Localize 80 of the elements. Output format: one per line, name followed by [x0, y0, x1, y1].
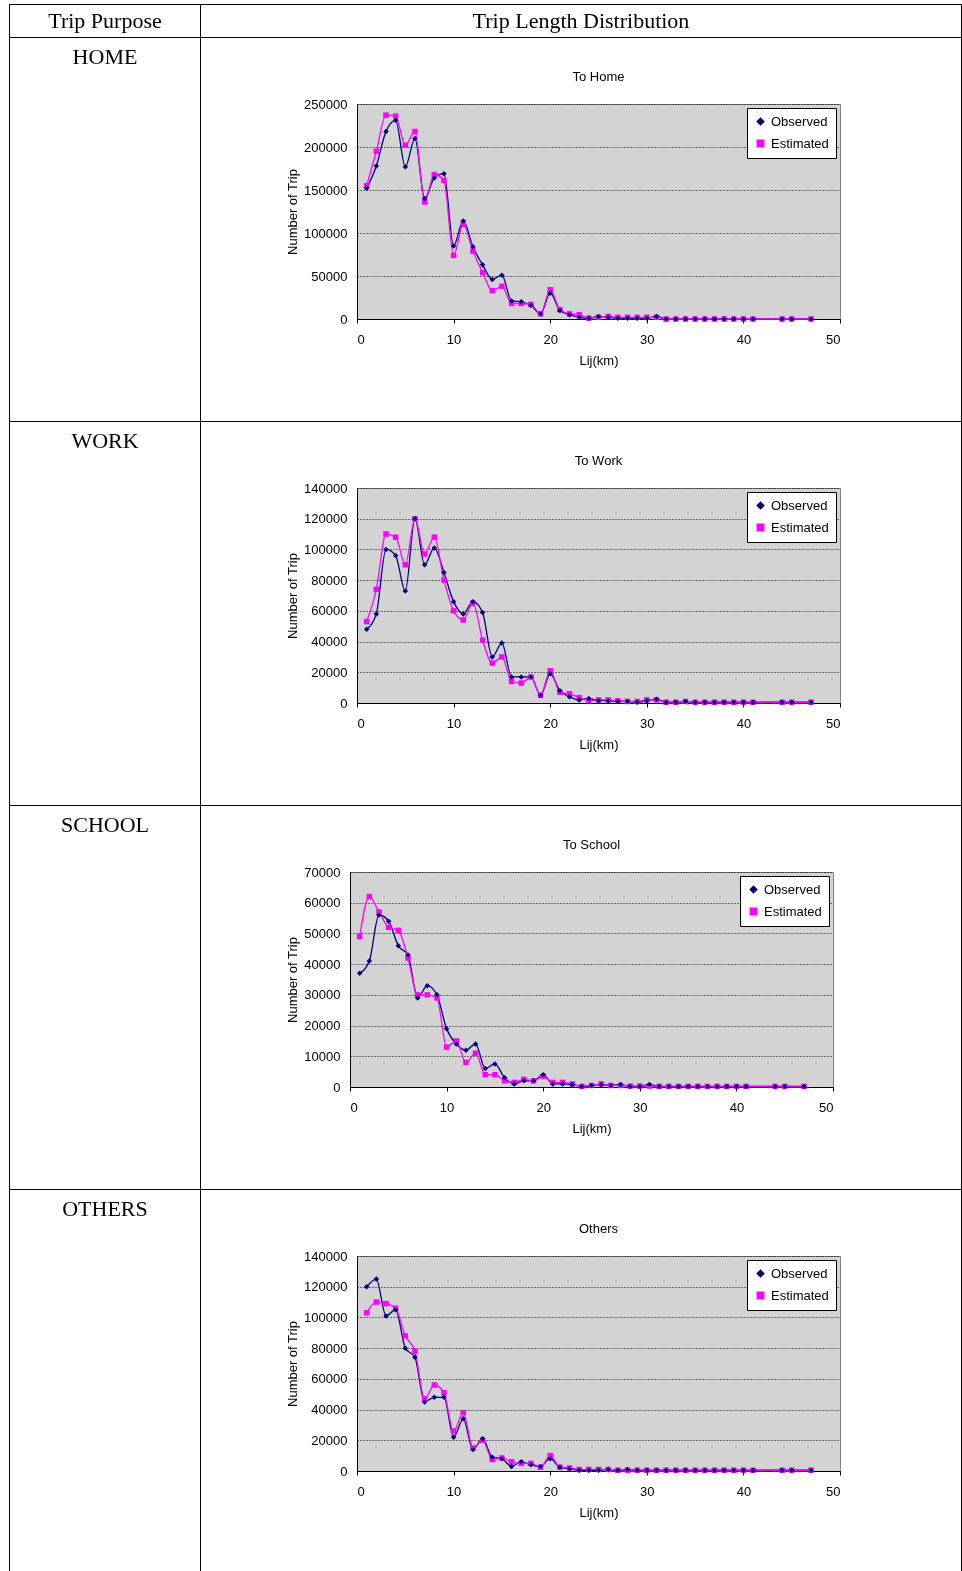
x-tick-label: 10 [446, 331, 462, 347]
y-tick-label: 150000 [304, 182, 348, 198]
y-tick-label: 20000 [311, 664, 348, 680]
chart-title: Others [578, 1221, 619, 1236]
x-tick-label: 40 [729, 1099, 745, 1115]
x-tick-label: 20 [543, 1483, 558, 1499]
y-tick-label: 60000 [311, 603, 348, 619]
y-tick-label: 0 [340, 1463, 348, 1479]
y-tick-label: 250000 [304, 96, 348, 112]
x-tick-label: 0 [350, 1099, 358, 1115]
y-tick-label: 70000 [304, 864, 341, 880]
text: Trip Length Distribution [200, 4, 962, 38]
y-tick-label: 40000 [304, 956, 341, 972]
x-tick-label: 50 [826, 715, 841, 731]
text: Trip Purpose [9, 4, 201, 38]
x-tick-label: 50 [826, 331, 841, 347]
y-tick-label: 0 [340, 695, 348, 711]
chart-title: To School [562, 837, 621, 852]
text: SCHOOL [9, 805, 201, 1190]
y-tick-label: 140000 [304, 480, 348, 496]
x-tick-label: 30 [640, 331, 655, 347]
x-axis-title: Lij(km) [572, 1120, 612, 1136]
x-tick-label: 30 [640, 1483, 655, 1499]
x-tick-label: 20 [543, 331, 558, 347]
x-tick-label: 0 [357, 331, 365, 347]
x-tick-label: 40 [736, 1483, 752, 1499]
text: OTHERS [9, 1189, 201, 1571]
legend-label: Observed [764, 881, 821, 897]
y-tick-label: 50000 [304, 925, 341, 941]
y-axis-title: Number of Trip [285, 937, 301, 1023]
x-tick-label: 0 [357, 715, 365, 731]
x-tick-label: 10 [446, 715, 462, 731]
y-tick-label: 100000 [304, 1309, 348, 1325]
y-tick-label: 140000 [304, 1248, 348, 1264]
y-tick-label: 10000 [304, 1048, 341, 1064]
y-tick-label: 20000 [311, 1432, 348, 1448]
x-axis-title: Lij(km) [579, 736, 619, 752]
legend-label: Estimated [771, 519, 829, 535]
y-tick-label: 120000 [304, 511, 348, 527]
legend-label: Observed [771, 113, 828, 129]
y-axis-title: Number of Trip [285, 169, 301, 255]
x-axis-title: Lij(km) [579, 352, 619, 368]
x-tick-label: 10 [446, 1483, 462, 1499]
x-tick-label: 40 [736, 715, 752, 731]
x-tick-label: 30 [640, 715, 655, 731]
y-tick-label: 80000 [311, 1340, 348, 1356]
y-axis-title: Number of Trip [285, 553, 301, 639]
y-tick-label: 60000 [311, 1371, 348, 1387]
y-tick-label: 40000 [311, 634, 348, 650]
chart-title: To Home [572, 69, 625, 84]
x-tick-label: 10 [439, 1099, 455, 1115]
x-tick-label: 40 [736, 331, 752, 347]
x-tick-label: 50 [819, 1099, 834, 1115]
legend-label: Observed [771, 497, 828, 513]
legend-label: Estimated [764, 903, 822, 919]
chart-title: To Work [574, 453, 623, 468]
y-tick-label: 0 [340, 311, 348, 327]
legend-label: Observed [771, 1265, 828, 1281]
legend-label: Estimated [771, 135, 829, 151]
y-tick-label: 20000 [304, 1018, 341, 1034]
x-tick-label: 50 [826, 1483, 841, 1499]
y-axis-title: Number of Trip [285, 1321, 301, 1407]
text: HOME [9, 37, 201, 422]
y-tick-label: 200000 [304, 139, 348, 155]
y-tick-label: 60000 [304, 895, 341, 911]
legend-label: Estimated [771, 1287, 829, 1303]
y-tick-label: 80000 [311, 572, 348, 588]
x-tick-label: 0 [357, 1483, 365, 1499]
x-axis-title: Lij(km) [579, 1504, 619, 1520]
y-tick-label: 120000 [304, 1279, 348, 1295]
y-tick-label: 40000 [311, 1402, 348, 1418]
text: WORK [9, 421, 201, 806]
y-tick-label: 100000 [304, 541, 348, 557]
x-tick-label: 30 [633, 1099, 648, 1115]
y-tick-label: 0 [333, 1079, 341, 1095]
y-tick-label: 30000 [304, 987, 341, 1003]
x-tick-label: 20 [543, 715, 558, 731]
y-tick-label: 100000 [304, 225, 348, 241]
x-tick-label: 20 [536, 1099, 551, 1115]
y-tick-label: 50000 [311, 268, 348, 284]
